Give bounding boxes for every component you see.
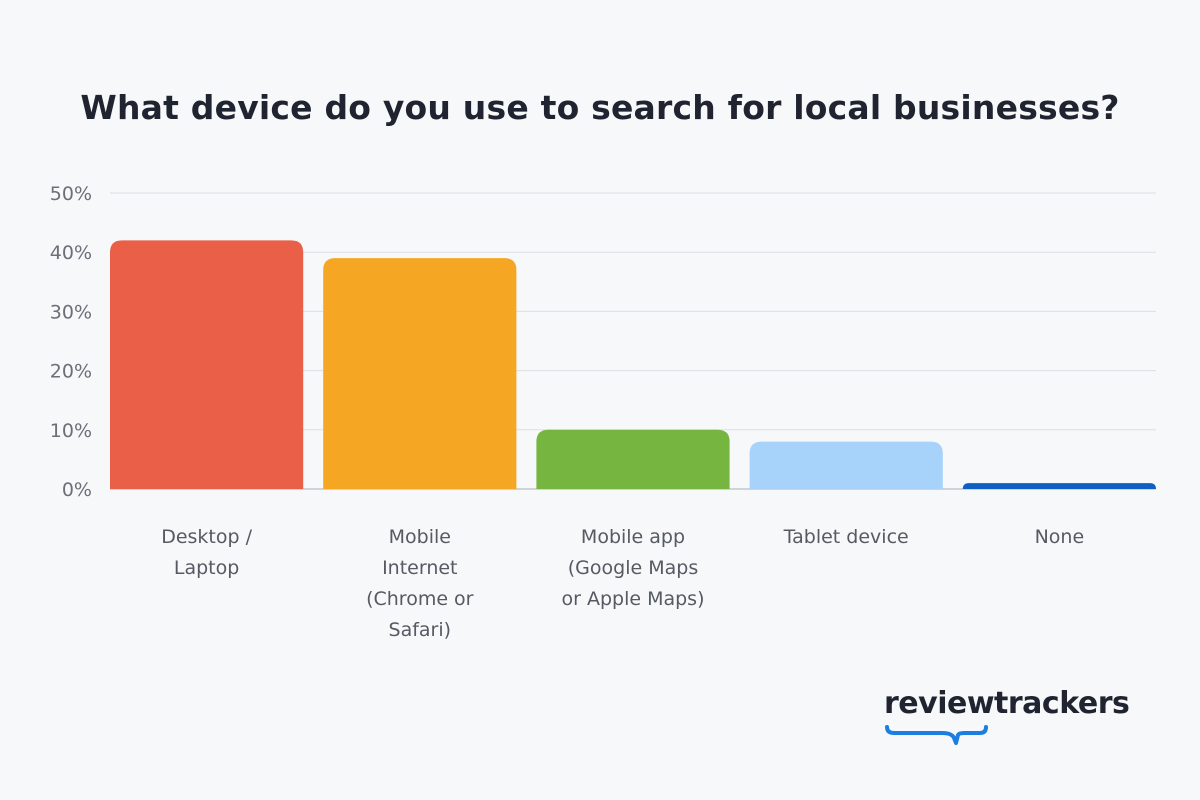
x-category-label: Mobile app (Google Maps or Apple Maps) <box>561 526 705 610</box>
bar <box>323 258 517 489</box>
bar <box>536 429 730 489</box>
bar <box>962 483 1156 489</box>
x-category-label: Tablet device <box>783 526 909 548</box>
bar <box>110 240 304 489</box>
chart-title: What device do you use to search for loc… <box>80 88 1120 127</box>
y-tick-label: 30% <box>50 301 92 323</box>
brand-name: reviewtrackers <box>884 686 1130 721</box>
x-category-label: Mobile Internet (Chrome or Safari) <box>366 526 474 641</box>
y-tick-label: 20% <box>50 361 92 383</box>
y-tick-label: 40% <box>50 242 92 264</box>
y-tick-label: 50% <box>50 183 92 205</box>
brand-logo: reviewtrackers <box>884 686 1130 745</box>
x-category-label: None <box>1034 526 1085 548</box>
y-tick-label: 0% <box>62 479 92 501</box>
speech-bubble-underline-icon <box>885 725 988 745</box>
bar <box>749 441 943 489</box>
x-category-label: Desktop / Laptop <box>161 526 252 579</box>
y-tick-label: 10% <box>50 420 92 442</box>
